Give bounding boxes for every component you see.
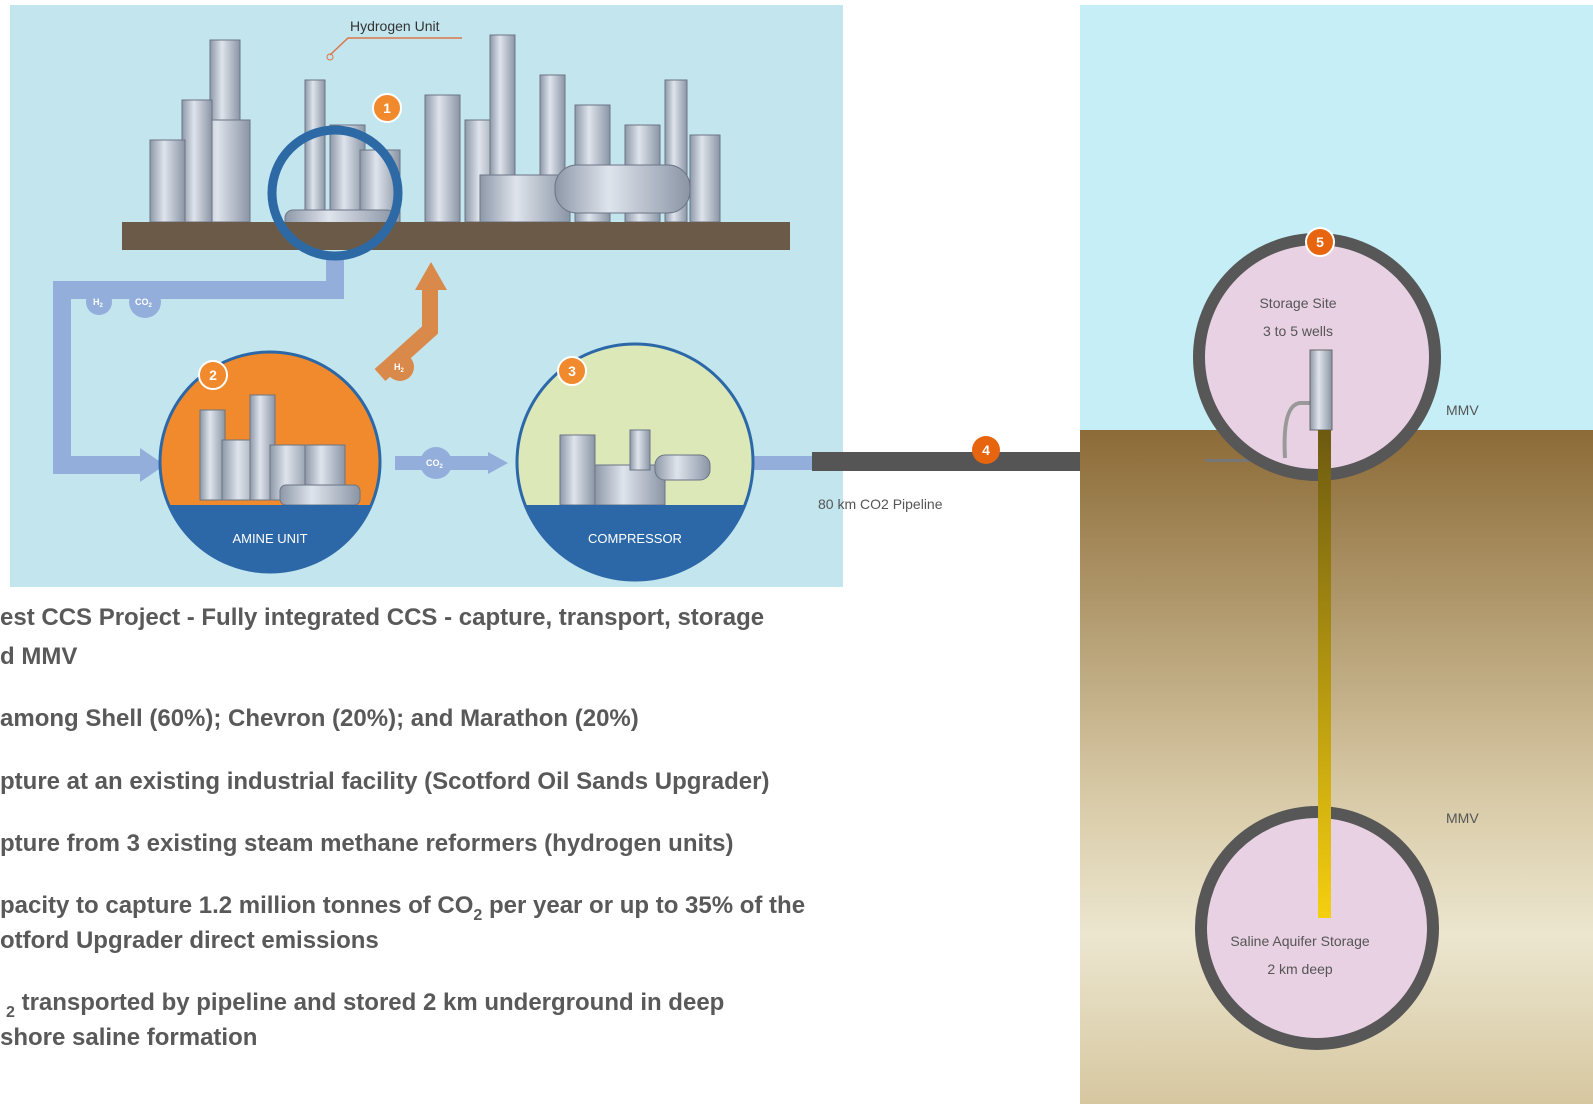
bullet-line: pture at an existing industrial facility… [0, 768, 769, 795]
aquifer-title: Saline Aquifer Storage [1230, 933, 1370, 949]
bullet-list: est CCS Project - Fully integrated CCS -… [0, 604, 805, 1051]
text: pture at an existing industrial facility… [0, 768, 769, 795]
bullet-line: d MMV [0, 643, 77, 670]
text: transported by pipeline and stored 2 km … [15, 989, 724, 1016]
hydrogen-unit-label: Hydrogen Unit [350, 18, 440, 34]
compressor-label: COMPRESSOR [588, 531, 682, 546]
wellhead [1310, 350, 1332, 430]
marker-label: 5 [1316, 234, 1324, 250]
subscript: 2 [6, 1004, 15, 1021]
storage-title: Storage Site [1259, 295, 1336, 311]
amine-label: AMINE UNIT [232, 531, 307, 546]
text: among Shell (60%); Chevron (20%); and Ma… [0, 705, 639, 732]
marker-label: 2 [209, 367, 217, 383]
slide: H2 CO2 H2 CO2 AMINE UNIT COMPRESSOR Hydr… [0, 0, 1593, 1104]
text: otford Upgrader direct emissions [0, 927, 379, 954]
subscript: 2 [473, 907, 482, 924]
aquifer-depth: 2 km deep [1267, 961, 1333, 977]
text: shore saline formation [0, 1024, 257, 1051]
bullet-line: otford Upgrader direct emissions [0, 927, 379, 954]
aquifer-circle [1201, 812, 1433, 1044]
refinery-ground [122, 222, 790, 250]
well [1318, 430, 1331, 918]
bullet-line: among Shell (60%); Chevron (20%); and Ma… [0, 705, 639, 732]
bullet-line: pture from 3 existing steam methane refo… [0, 830, 734, 857]
bullet-line: 2 transported by pipeline and stored 2 k… [6, 989, 724, 1021]
pipe-label-main: CO [135, 297, 149, 307]
pipe-label-main: CO [426, 458, 440, 468]
mmv-label: MMV [1446, 810, 1479, 826]
text: pture from 3 existing steam methane refo… [0, 830, 734, 857]
marker-label: 3 [568, 363, 576, 379]
bullet-line: est CCS Project - Fully integrated CCS -… [0, 604, 764, 631]
storage-wells: 3 to 5 wells [1263, 323, 1333, 339]
marker-label: 4 [982, 442, 990, 458]
marker-label: 1 [383, 100, 391, 116]
text: est CCS Project - Fully integrated CCS -… [0, 604, 764, 631]
text: pacity to capture 1.2 million tonnes of … [0, 892, 473, 919]
pipeline-label: 80 km CO2 Pipeline [818, 496, 943, 512]
bullet-line: shore saline formation [0, 1024, 257, 1051]
text: per year or up to 35% of the [482, 892, 805, 919]
bullet-line: pacity to capture 1.2 million tonnes of … [0, 892, 805, 924]
mmv-label: MMV [1446, 402, 1479, 418]
text: d MMV [0, 643, 77, 670]
